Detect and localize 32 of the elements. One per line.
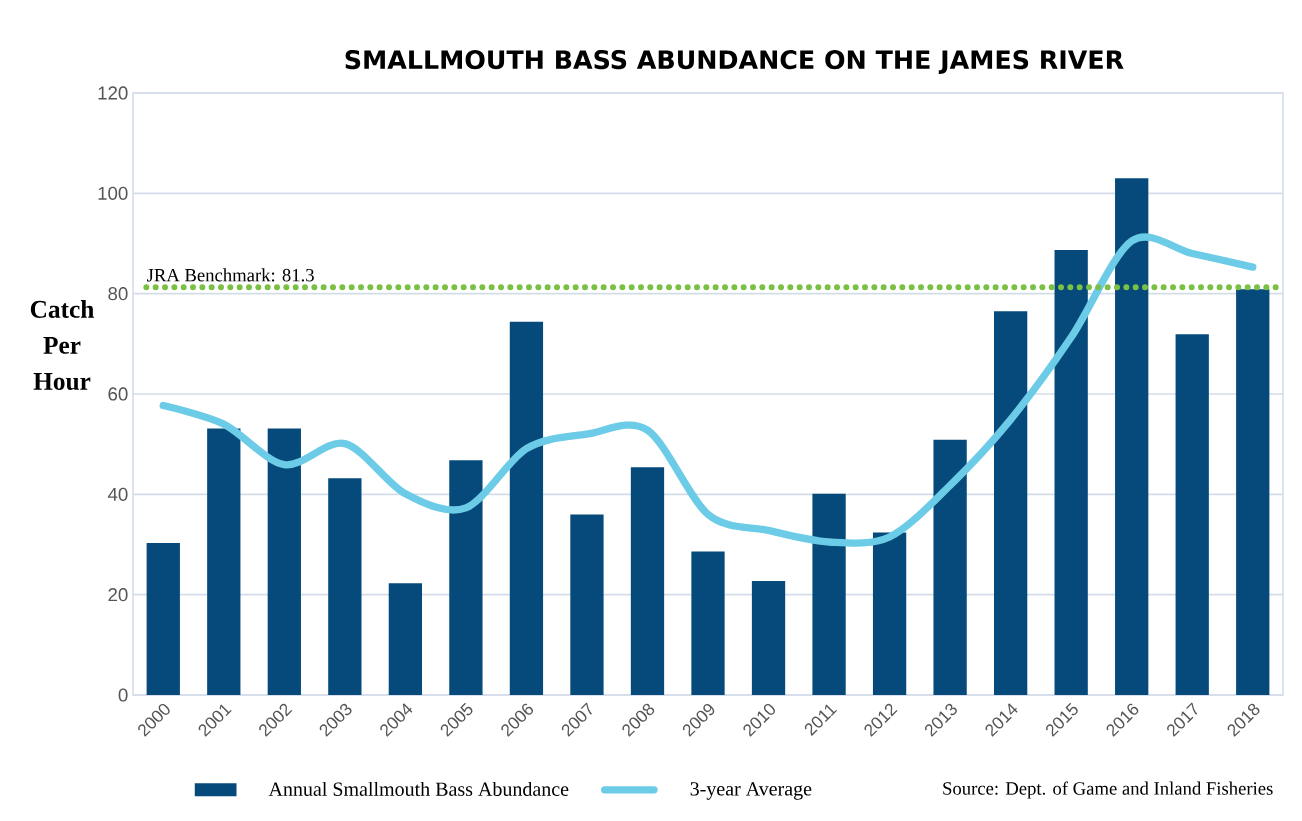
y-tick-label: 120 xyxy=(98,86,128,100)
bar xyxy=(207,428,241,695)
y-tick-label: 60 xyxy=(108,387,128,401)
y-tick-label: 100 xyxy=(98,186,128,200)
y-tick-label: 0 xyxy=(118,688,128,702)
legend-label: 3-year Average xyxy=(690,782,812,800)
bar xyxy=(328,478,362,695)
bar xyxy=(994,311,1028,695)
y-tick-label: 80 xyxy=(108,287,128,301)
bar xyxy=(1175,334,1209,695)
bar xyxy=(691,551,725,695)
y-axis-title: Catch Per Hour xyxy=(30,300,94,390)
bar xyxy=(570,514,604,695)
ref-line-label: JRA Benchmark: 81.3 xyxy=(147,268,314,282)
bar xyxy=(1115,178,1149,695)
bar xyxy=(388,583,423,695)
bar xyxy=(933,439,967,695)
bar xyxy=(872,532,907,695)
y-tick-label: 20 xyxy=(108,588,128,602)
bar xyxy=(751,581,786,695)
bar xyxy=(146,542,180,695)
legend-label: Annual Smallmouth Bass Abundance xyxy=(268,781,569,796)
bar xyxy=(1236,289,1270,695)
bar xyxy=(267,428,301,695)
bar xyxy=(630,467,665,695)
chart-title: SMALLMOUTH BASS ABUNDANCE ON THE JAMES RIVER xyxy=(345,50,1124,74)
source-note: Source: Dept. of Game and Inland Fisheries xyxy=(943,781,1273,799)
bar xyxy=(509,321,544,695)
y-tick-label: 40 xyxy=(107,487,128,501)
bar xyxy=(1054,250,1088,695)
bar xyxy=(812,493,846,695)
bar xyxy=(449,460,483,695)
